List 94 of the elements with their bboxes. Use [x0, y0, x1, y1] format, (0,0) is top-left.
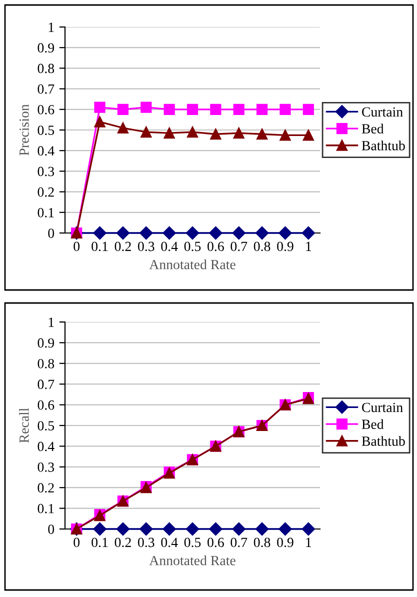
- y-tick-label: 0.2: [38, 187, 54, 197]
- legend-label: Curtain: [362, 402, 403, 412]
- point: [186, 126, 198, 138]
- point: [255, 226, 269, 240]
- point: [140, 226, 153, 240]
- y-tick-label: 0.9: [38, 43, 54, 53]
- point: [162, 226, 176, 240]
- y-tick-label: 0.5: [38, 421, 54, 431]
- point: [140, 102, 152, 113]
- point: [209, 522, 222, 536]
- y-tick-label: 0.9: [38, 338, 54, 348]
- x-tick-label: 1: [306, 242, 312, 251]
- point: [255, 522, 269, 536]
- y-tick-label: 0.6: [38, 400, 54, 410]
- point: [140, 522, 153, 536]
- x-axis-title: Annotated Rate: [149, 555, 236, 566]
- point: [186, 522, 200, 536]
- y-axis-title: Recall: [19, 408, 29, 443]
- x-tick-label: 1: [306, 538, 312, 547]
- y-tick-label: 0.2: [38, 483, 54, 493]
- point: [302, 130, 314, 141]
- x-tick-label: 0.9: [277, 242, 294, 252]
- x-tick-label: 0.6: [208, 242, 224, 252]
- y-tick-label: 0.1: [38, 504, 54, 514]
- x-tick-label: 0.5: [184, 242, 201, 252]
- point: [116, 226, 130, 240]
- point: [93, 522, 106, 536]
- point: [278, 522, 292, 536]
- point: [232, 522, 246, 536]
- point: [117, 122, 129, 134]
- y-tick-label: 0.7: [38, 380, 54, 390]
- x-tick-label: 0: [74, 538, 80, 548]
- point: [116, 522, 130, 536]
- y-tick-label: 0.5: [38, 126, 54, 136]
- legend-label: Bathtub: [362, 436, 405, 446]
- x-tick-label: 0.9: [277, 538, 294, 548]
- point: [233, 128, 244, 139]
- y-tick-label: 0.7: [38, 84, 54, 94]
- point: [232, 226, 246, 240]
- point: [302, 104, 314, 115]
- point: [164, 104, 175, 115]
- point: [256, 128, 268, 140]
- point: [94, 102, 106, 113]
- point: [140, 126, 152, 138]
- y-tick-label: 1: [48, 22, 54, 32]
- legend-label: Bed: [362, 124, 384, 134]
- x-tick-label: 0.8: [254, 538, 270, 548]
- point: [94, 116, 106, 128]
- x-tick-label: 0.2: [114, 538, 131, 548]
- x-tick-label: 0.7: [230, 538, 248, 548]
- point: [256, 104, 268, 115]
- x-tick-label: 0.1: [92, 242, 108, 252]
- point: [186, 226, 200, 240]
- y-tick-label: 0.4: [38, 442, 54, 452]
- x-tick-label: 0.2: [114, 242, 131, 252]
- point: [209, 226, 222, 240]
- point: [164, 128, 175, 139]
- x-tick-label: 0.7: [230, 242, 248, 252]
- y-tick-label: 0.4: [38, 146, 54, 156]
- x-tick-label: 0.5: [184, 538, 201, 548]
- y-tick-label: 0.1: [38, 208, 54, 218]
- x-axis-title: Annotated Rate: [149, 259, 236, 270]
- y-tick-label: 0: [48, 524, 54, 534]
- y-tick-label: 0.8: [38, 64, 54, 74]
- point: [302, 226, 315, 240]
- point: [117, 104, 129, 115]
- point: [280, 104, 291, 115]
- point: [210, 128, 222, 140]
- point: [233, 104, 244, 115]
- x-tick-label: 0.3: [138, 242, 154, 252]
- point: [280, 130, 291, 141]
- y-tick-label: 0.3: [38, 462, 54, 472]
- x-tick-label: 0.4: [161, 242, 178, 252]
- x-tick-label: 0.4: [161, 538, 178, 548]
- legend-label: Bathtub: [362, 140, 405, 150]
- x-tick-label: 0.3: [138, 538, 154, 548]
- x-tick-label: 0: [74, 242, 80, 252]
- y-tick-label: 1: [48, 318, 54, 327]
- point: [302, 522, 315, 536]
- y-axis-title: Precision: [20, 104, 29, 156]
- y-tick-label: 0: [48, 228, 54, 238]
- x-tick-label: 0.6: [208, 538, 224, 548]
- point: [278, 226, 292, 240]
- x-tick-label: 0.1: [92, 538, 108, 548]
- y-tick-label: 0.6: [38, 104, 54, 114]
- legend-label: Bed: [362, 419, 384, 430]
- point: [186, 104, 198, 115]
- y-tick-label: 0.8: [38, 358, 54, 368]
- point: [162, 522, 176, 536]
- point: [93, 226, 106, 240]
- point: [210, 104, 222, 115]
- legend-label: Curtain: [362, 107, 403, 117]
- y-tick-label: 0.3: [38, 166, 54, 176]
- x-tick-label: 0.8: [254, 242, 270, 252]
